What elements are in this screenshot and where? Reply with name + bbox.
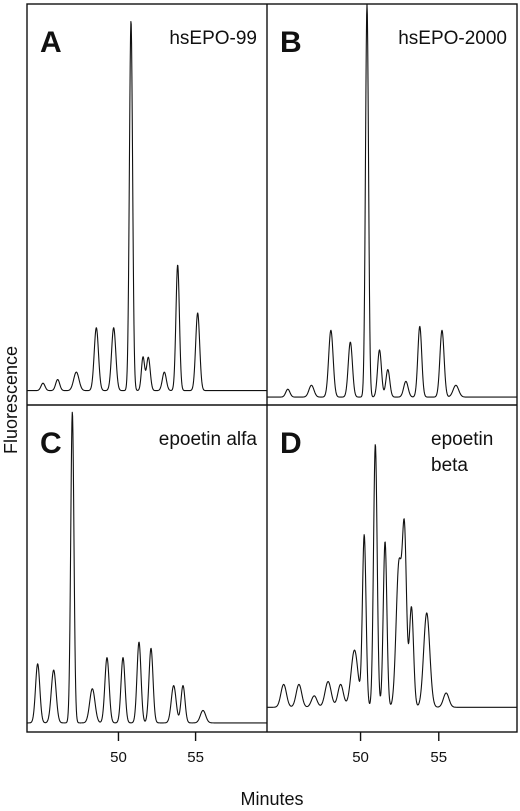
y-axis-title: Fluorescence: [1, 346, 21, 454]
x-tick-label-1-50: 50: [110, 749, 127, 766]
panel-label-b-line1: hsEPO-2000: [398, 28, 507, 49]
x-tick-label-2-50: 50: [352, 749, 369, 766]
trace-a: [26, 20, 268, 392]
x-ticks-layer: 50 55 50 55: [110, 732, 447, 766]
trace-b: [266, 3, 518, 398]
panel-letter-d: D: [280, 427, 302, 460]
panel-label-a-line1: hsEPO-99: [169, 28, 257, 49]
x-tick-label-2-55: 55: [430, 749, 447, 766]
axes-frame: [26, 3, 518, 733]
trace-d: [266, 444, 518, 708]
panel-label-d-line2: beta: [431, 455, 468, 476]
x-axis-title: Minutes: [240, 789, 303, 809]
panel-letter-a: A: [40, 26, 62, 59]
panel-label-d-line1: epoetin: [431, 429, 493, 450]
panel-label-c-line1: epoetin alfa: [159, 429, 258, 450]
trace-c: [26, 411, 268, 724]
plot-frame: [26, 3, 518, 733]
panel-letter-b: B: [280, 26, 302, 59]
x-tick-label-1-55: 55: [187, 749, 204, 766]
panel-letter-c: C: [40, 427, 62, 460]
